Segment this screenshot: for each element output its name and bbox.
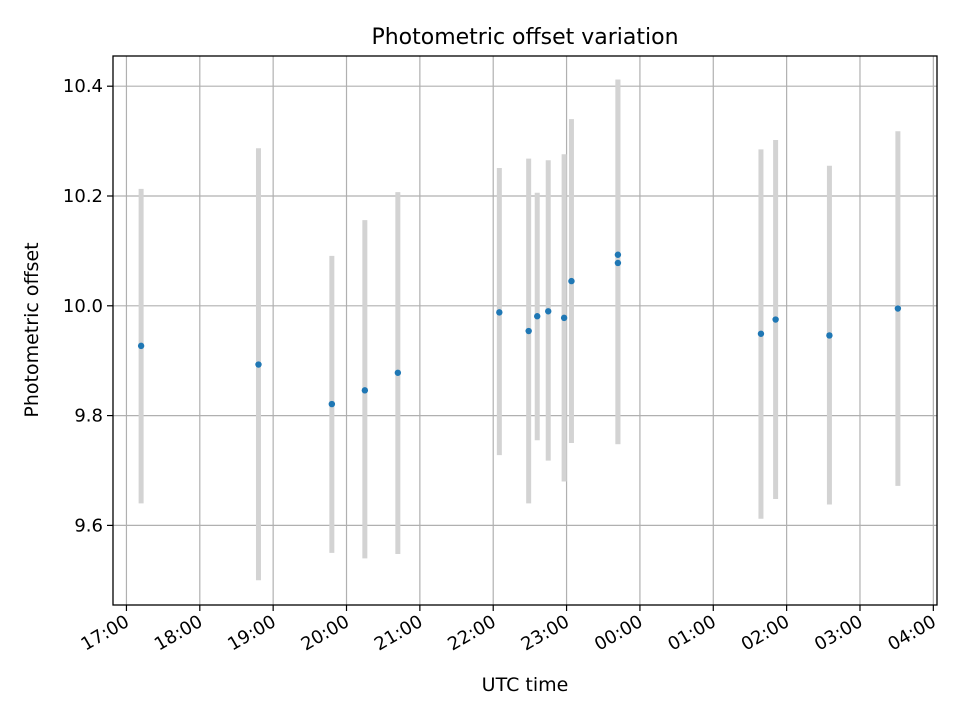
data-point	[568, 277, 575, 285]
plot-frame	[112, 55, 938, 606]
data-point	[137, 342, 145, 350]
data-point	[361, 387, 369, 394]
x-tick-label: 00:00	[591, 611, 646, 655]
data-point	[534, 313, 541, 320]
point-layer	[137, 251, 902, 408]
x-tick-label: 03:00	[811, 611, 866, 655]
y-tick-label: 9.6	[74, 515, 103, 536]
data-point	[826, 332, 833, 339]
x-tick-label: 17:00	[78, 611, 133, 655]
x-tick-label: 19:00	[224, 611, 279, 655]
x-tick-label: 01:00	[664, 611, 719, 655]
y-tick-label: 9.8	[74, 406, 103, 427]
x-axis-label: UTC time	[482, 674, 569, 696]
data-point	[496, 309, 503, 316]
data-point	[545, 308, 552, 315]
x-tick-label: 21:00	[371, 611, 426, 655]
errorbar-layer	[138, 79, 901, 581]
data-point	[525, 327, 532, 335]
grid-layer	[113, 56, 937, 605]
y-axis-label: Photometric offset	[21, 242, 43, 417]
data-point	[255, 361, 262, 368]
data-point	[757, 330, 765, 337]
y-tick-label: 10.4	[63, 76, 103, 97]
data-point	[614, 259, 622, 267]
x-tick-label: 23:00	[518, 611, 573, 655]
data-point	[772, 316, 779, 323]
x-tick-label: 02:00	[738, 611, 793, 655]
y-tick-label: 10.2	[63, 186, 103, 207]
data-point	[394, 369, 402, 376]
x-tick-label: 20:00	[298, 611, 353, 655]
x-tick-label: 04:00	[884, 611, 939, 655]
data-point	[894, 305, 902, 312]
data-point	[560, 314, 568, 322]
data-point	[328, 400, 336, 408]
y-tick-label: 10.0	[63, 296, 103, 317]
x-tick-label: 22:00	[444, 611, 499, 655]
data-point	[614, 251, 622, 258]
chart-title: Photometric offset variation	[371, 25, 678, 50]
x-tick-label: 18:00	[151, 611, 206, 655]
